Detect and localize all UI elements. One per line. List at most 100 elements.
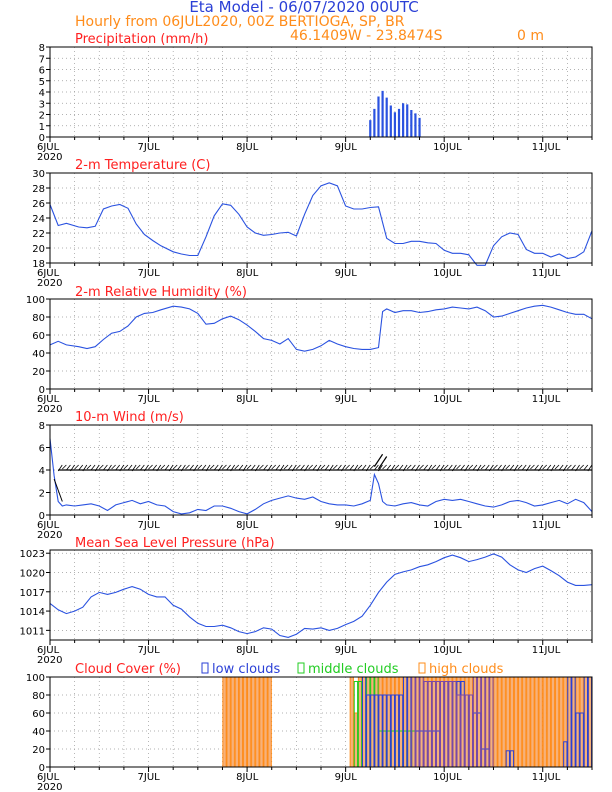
temp-panel: 18 20 22 24 26 28 30 6JUL 7JUL 8JUL 9JUL 10JUL 11JUL… xyxy=(32,158,593,289)
wind-barb xyxy=(98,464,104,470)
rh-ytick-label: 20 xyxy=(32,367,45,378)
cloud-bar-high-clouds xyxy=(226,676,231,768)
cloud-bar-high-clouds xyxy=(230,676,235,768)
precip-bar xyxy=(393,112,397,137)
wind-barb xyxy=(66,464,71,471)
rh-ytick-label: 80 xyxy=(32,313,45,324)
wind-barb xyxy=(148,464,153,470)
wind-barb xyxy=(546,464,552,471)
mslp-xtick-label: 9JUL xyxy=(335,645,358,656)
wind-barb xyxy=(583,464,589,471)
wind-barb xyxy=(185,464,190,470)
wind-barb xyxy=(373,453,384,467)
wind-barb xyxy=(431,464,437,470)
cloud-bar-high-clouds xyxy=(501,676,506,768)
wind-barb xyxy=(521,464,527,471)
cloud-ytick-label: 40 xyxy=(32,727,45,738)
wind-xtick-label: 9JUL xyxy=(335,520,358,531)
precip-bar xyxy=(402,103,405,137)
wind-barb xyxy=(377,456,388,470)
rh-ytick-label: 100 xyxy=(26,295,45,306)
wind-barb xyxy=(361,464,367,471)
temp-xtick-label: 10JUL xyxy=(433,268,462,279)
wind-barb xyxy=(152,464,157,471)
rh-ytick-label: 60 xyxy=(32,331,45,342)
cloud-bar-high-clouds xyxy=(222,676,227,768)
wind-barb xyxy=(127,464,133,471)
precip-ytick-label: 6 xyxy=(39,66,45,77)
cloud-bar-high-clouds xyxy=(255,676,260,768)
temp-ytick-label: 20 xyxy=(32,244,45,255)
cloud-bar-high-clouds xyxy=(497,676,502,768)
rh-panel-title: 2-m Relative Humidity (%) xyxy=(75,285,247,300)
wind-barb xyxy=(571,464,576,471)
mslp-panel: 1011 1014 1017 1020 1023 6JUL 7JUL 8JUL 9JUL 10JU… xyxy=(20,536,593,666)
wind-xtick-label: 6JUL xyxy=(37,520,60,531)
location-coordinates: 46.1409W - 23.8474S xyxy=(290,28,443,44)
legend-label: middle clouds xyxy=(308,662,399,677)
precip-xtick-label: 9JUL xyxy=(335,142,358,153)
precip-ytick-label: 7 xyxy=(39,54,45,65)
rh-xtick-label: 6JUL xyxy=(37,394,60,405)
wind-barb xyxy=(357,464,363,470)
precip-bar xyxy=(406,104,409,137)
precip-panel-title: Precipitation (mm/h) xyxy=(75,32,208,47)
wind-ytick-label: 0 xyxy=(39,511,45,522)
mslp-ytick-label: 1014 xyxy=(20,607,45,618)
wind-barb xyxy=(333,464,338,470)
wind-barb xyxy=(90,464,96,471)
mslp-ytick-label: 1020 xyxy=(20,569,45,580)
mslp-year-label: 2020 xyxy=(37,655,62,666)
wind-barb xyxy=(374,464,379,471)
mslp-ytick-label: 1017 xyxy=(20,588,45,599)
cloud-panel: 0 20 40 60 80 100 6JUL 7JUL 8JUL 9JUL 10JUL 11JUL 20… xyxy=(26,662,593,792)
precip-ytick-label: 1 xyxy=(39,122,45,133)
rh-series-line xyxy=(49,304,593,352)
cloud-xtick-label: 9JUL xyxy=(335,772,358,783)
wind-barb xyxy=(176,464,182,471)
cloud-xtick-label: 7JUL xyxy=(138,772,161,783)
wind-barb xyxy=(472,464,478,471)
wind-barb xyxy=(263,464,268,471)
cloud-ytick-label: 80 xyxy=(32,691,45,702)
temp-ytick-label: 24 xyxy=(32,214,45,225)
mslp-ytick-label: 1023 xyxy=(20,549,45,560)
cloud-bar-high-clouds xyxy=(526,676,531,768)
wind-panel-title: 10-m Wind (m/s) xyxy=(75,410,184,425)
cloud-bar-high-clouds xyxy=(538,676,543,768)
precip-bar xyxy=(389,105,392,137)
cloud-bar-high-clouds xyxy=(513,676,519,768)
wind-year-label: 2020 xyxy=(37,530,62,541)
precip-xtick-label: 11JUL xyxy=(532,142,561,153)
cloud-bar-high-clouds xyxy=(546,676,552,768)
wind-barb xyxy=(209,464,215,470)
precip-ytick-label: 3 xyxy=(39,99,45,110)
rh-year-label: 2020 xyxy=(37,404,62,415)
wind-barb xyxy=(103,464,108,471)
mslp-xtick-label: 7JUL xyxy=(138,645,161,656)
wind-barb xyxy=(172,464,178,470)
precip-bar xyxy=(373,108,376,137)
wind-barb xyxy=(296,464,301,470)
wind-barb xyxy=(411,464,416,471)
precip-bar xyxy=(418,117,421,137)
temp-xtick-label: 9JUL xyxy=(335,268,358,279)
legend-label: low clouds xyxy=(212,662,281,677)
precip-bar xyxy=(369,120,372,137)
temp-xtick-label: 8JUL xyxy=(236,268,259,279)
temp-ytick-label: 26 xyxy=(32,199,45,210)
cloud-ytick-label: 60 xyxy=(32,709,45,720)
wind-barb xyxy=(300,464,305,471)
wind-barb xyxy=(337,464,342,471)
mslp-series-line xyxy=(49,553,593,638)
cloud-bar-high-clouds xyxy=(517,676,523,768)
cloud-bar-high-clouds xyxy=(234,676,239,768)
precip-year-label: 2020 xyxy=(37,152,62,163)
precip-ytick-label: 5 xyxy=(39,77,45,88)
wind-barb xyxy=(554,464,560,470)
wind-barb xyxy=(86,464,92,470)
wind-ytick-label: 4 xyxy=(39,466,45,477)
wind-barb xyxy=(74,464,79,470)
cloud-xtick-label: 6JUL xyxy=(37,772,60,783)
